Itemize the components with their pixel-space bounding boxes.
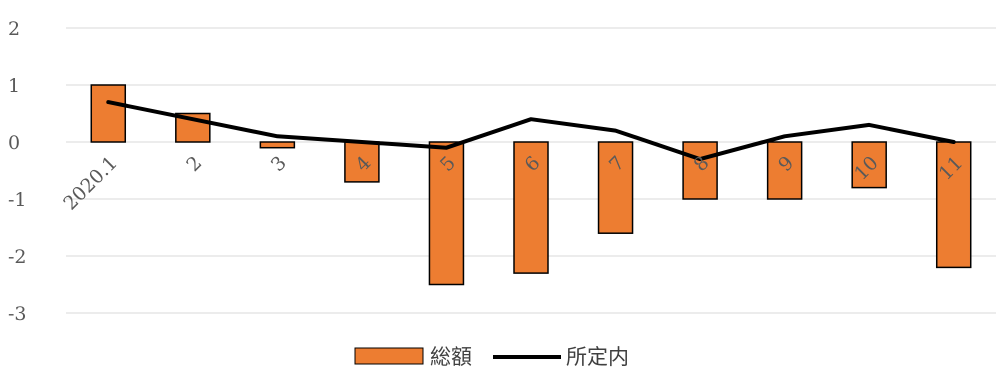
bar-8 xyxy=(682,141,718,200)
bar-2020.1 xyxy=(90,84,127,143)
legend-swatch-bar xyxy=(354,347,424,365)
line-point-11 xyxy=(953,141,955,143)
line-point-3 xyxy=(276,135,278,137)
bar-5 xyxy=(428,141,465,286)
bar-9 xyxy=(766,141,803,200)
line-point-9 xyxy=(784,135,786,137)
y-tick-label: -1 xyxy=(8,189,27,211)
line-series xyxy=(106,100,956,162)
line-point-4 xyxy=(361,141,363,143)
line-point-10 xyxy=(868,124,870,126)
y-tick-label: 1 xyxy=(8,75,20,97)
line-point-2020.1 xyxy=(107,101,109,103)
x-tick-label: 2 xyxy=(182,152,206,176)
bar-3 xyxy=(259,141,296,149)
line-point-6 xyxy=(530,118,532,120)
y-axis-ticks: 2 1 0 -1 -2 -3 xyxy=(8,18,27,325)
legend-label-line: 所定内 xyxy=(566,345,629,369)
y-tick-label: -3 xyxy=(8,303,27,325)
line-point-5 xyxy=(445,147,447,149)
line-point-8 xyxy=(699,158,701,160)
line-point-7 xyxy=(615,130,617,132)
bar-10 xyxy=(851,141,887,189)
y-tick-label: 0 xyxy=(8,132,20,154)
line-point-2 xyxy=(192,118,194,120)
y-tick-label: 2 xyxy=(8,18,20,40)
y-tick-label: -2 xyxy=(8,246,27,268)
legend: 総額 所定内 xyxy=(354,345,629,369)
bar-series xyxy=(90,84,972,286)
bar-6 xyxy=(513,141,549,274)
legend-label-bar: 総額 xyxy=(430,345,472,369)
x-tick-label: 3 xyxy=(267,152,291,176)
bar-7 xyxy=(597,141,634,234)
x-tick-label: 2020.1 xyxy=(59,152,122,215)
bar-4 xyxy=(344,141,380,183)
